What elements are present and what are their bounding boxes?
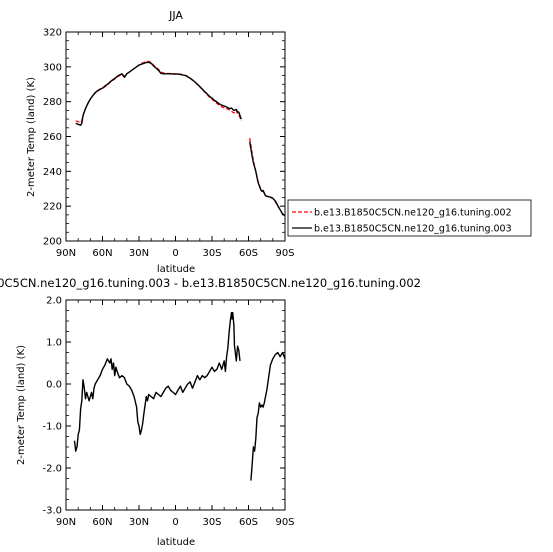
x-tick-label: 60N <box>92 248 112 259</box>
y-tick-label: 220 <box>43 202 62 213</box>
y-tick-label: -3.0 <box>42 506 62 517</box>
y-axis-label: 2-meter Temp (land) (K) <box>26 77 37 197</box>
x-tick-label: 0 <box>172 517 178 528</box>
difference-plot-title: b.e13.B1850C5CN.ne120_g16.tuning.003 - b… <box>0 276 421 290</box>
series-line-1 <box>249 138 286 217</box>
series-line-1 <box>250 351 286 481</box>
x-tick-label: 60S <box>239 517 258 528</box>
y-tick-label: 200 <box>43 237 62 248</box>
legend-entry-tuning-003: b.e13.B1850C5CN.ne120_g16.tuning.003 <box>314 224 512 235</box>
legend-box <box>287 199 532 237</box>
plot-title: JJA <box>168 9 183 22</box>
difference-y-axis-label: 2-meter Temp (land) (K) <box>16 345 27 465</box>
series-line-1 <box>73 311 241 452</box>
difference-plot: b.e13.B1850C5CN.ne120_g16.tuning.003 - b… <box>0 276 421 548</box>
y-tick-label: -2.0 <box>42 464 62 475</box>
y-tick-label: 300 <box>43 62 62 73</box>
y-tick-label: 2.0 <box>46 296 62 307</box>
difference-plot-frame <box>65 299 286 511</box>
y-tick-label: 260 <box>43 132 62 143</box>
x-tick-label: 90N <box>56 248 76 259</box>
y-tick-label: 280 <box>43 97 62 108</box>
plot-frame <box>65 31 286 242</box>
x-tick-label: 90S <box>275 517 294 528</box>
legend-entry-tuning-002: b.e13.B1850C5CN.ne120_g16.tuning.002 <box>314 208 512 219</box>
x-tick-label: 60N <box>92 517 112 528</box>
x-tick-label: 90N <box>56 517 76 528</box>
x-tick-label: 30S <box>202 248 221 259</box>
y-tick-label: 320 <box>43 28 62 39</box>
x-tick-label: 0 <box>172 248 178 259</box>
y-tick-label: 0.0 <box>46 380 62 391</box>
temperature-plot: JJA 200 220 240 260 280 300 320 90N 60N 30N 0 30S 6… <box>26 9 295 275</box>
x-tick-label: 30N <box>129 517 149 528</box>
y-tick-label: -1.0 <box>42 422 62 433</box>
difference-x-axis-label: latitude <box>157 537 195 548</box>
series-line-2 <box>75 61 242 126</box>
x-tick-label: 30S <box>202 517 221 528</box>
legend: b.e13.B1850C5CN.ne120_g16.tuning.002 b.e… <box>287 199 532 237</box>
x-tick-label: 60S <box>239 248 258 259</box>
series-line-1 <box>75 60 242 124</box>
series-line-2 <box>249 141 286 217</box>
x-axis-label: latitude <box>157 264 195 275</box>
x-tick-label: 30N <box>129 248 149 259</box>
x-tick-label: 90S <box>275 248 294 259</box>
y-tick-label: 240 <box>43 167 62 178</box>
y-tick-label: 1.0 <box>46 338 62 349</box>
